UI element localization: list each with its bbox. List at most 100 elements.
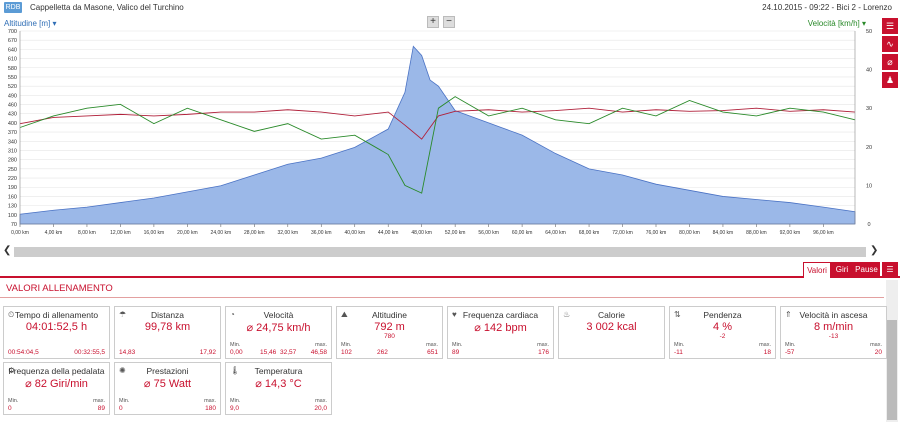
min-value: 14,83 bbox=[119, 349, 136, 356]
climb-icon: ⇑ bbox=[785, 310, 792, 319]
vertical-scrollbar[interactable] bbox=[886, 280, 898, 422]
x-tick-label: 20,00 km bbox=[177, 230, 198, 236]
scroll-track[interactable] bbox=[14, 247, 866, 257]
max-value: 20 bbox=[874, 349, 882, 356]
scroll-thumb[interactable] bbox=[887, 320, 897, 420]
x-tick-label: 56,00 km bbox=[478, 230, 499, 236]
min-value: 89 bbox=[452, 349, 460, 356]
stat-title: Calorie bbox=[598, 310, 625, 320]
max-label: max. bbox=[537, 342, 549, 348]
rdb-badge: RDB bbox=[4, 2, 22, 13]
x-tick-label: 32,00 km bbox=[278, 230, 299, 236]
x-tick-label: 28,00 km bbox=[244, 230, 265, 236]
stat-title: Frequenza cardiaca bbox=[462, 310, 539, 320]
min-value: -57 bbox=[785, 349, 795, 356]
y-left-tick-label: 490 bbox=[8, 93, 17, 99]
y-left-tick-label: 340 bbox=[8, 139, 17, 145]
list-icon[interactable]: ☰ bbox=[882, 18, 898, 34]
stat-value: 4 % bbox=[713, 321, 732, 333]
min-label: Min. bbox=[785, 342, 796, 348]
power-icon: ✺ bbox=[119, 366, 126, 375]
x-tick-label: 52,00 km bbox=[445, 230, 466, 236]
y-left-tick-label: 610 bbox=[8, 57, 17, 63]
stat-value: 8 m/min bbox=[813, 321, 854, 333]
y-left-tick-label: 400 bbox=[8, 121, 17, 127]
max-label: max. bbox=[93, 398, 105, 404]
tab-giri[interactable]: Giri bbox=[831, 262, 853, 278]
altitude-axis-title[interactable]: Altitudine [m] ▾ bbox=[4, 19, 57, 28]
x-tick-label: 40,00 km bbox=[344, 230, 365, 236]
stat-title: Prestazioni bbox=[146, 366, 189, 376]
x-tick-label: 60,00 km bbox=[512, 230, 533, 236]
zoom-out-button[interactable]: − bbox=[443, 16, 455, 28]
y-left-tick-label: 190 bbox=[8, 185, 17, 191]
chart-scrollbar[interactable]: ❮ ❯ bbox=[0, 243, 882, 260]
zoom-in-button[interactable]: + bbox=[427, 16, 439, 28]
max-value: 89 bbox=[97, 405, 105, 412]
y-left-tick-label: 700 bbox=[8, 29, 17, 35]
x-tick-label: 44,00 km bbox=[378, 230, 399, 236]
distance-icon: ☂ bbox=[119, 310, 127, 319]
section-divider bbox=[0, 297, 884, 298]
max-label: max. bbox=[759, 342, 771, 348]
stat-value: ⌀ 14,3 °C bbox=[255, 378, 302, 390]
training-chart[interactable]: 7006706406105805505204904604304003703403… bbox=[0, 29, 875, 242]
stat-card[interactable]: 🌡 Temperatura ⌀ 14,3 °C Min. max. 9,0 20,0 bbox=[225, 362, 332, 415]
max-label: max. bbox=[315, 398, 327, 404]
max-value: 17,92 bbox=[199, 349, 216, 356]
tab-valori[interactable]: Valori bbox=[803, 262, 831, 278]
stat-card[interactable]: ☂ Distanza 99,78 km 14,83 17,92 bbox=[114, 306, 221, 359]
stat-card[interactable]: ⏲ Tempo di allenamento 04:01:52,5 h 00:54:0… bbox=[3, 306, 110, 359]
calorie-icon: ♨ bbox=[563, 310, 571, 319]
y-right-tick-label: 0 bbox=[867, 222, 870, 228]
y-left-tick-label: 220 bbox=[8, 176, 17, 182]
y-right-tick-label: 50 bbox=[866, 29, 872, 35]
stat-title: Distanza bbox=[150, 310, 185, 320]
stat-title: Temperatura bbox=[254, 366, 303, 376]
stat-card[interactable]: ✺ Prestazioni ⌀ 75 Watt Min. max. 0 180 bbox=[114, 362, 221, 415]
y-left-tick-label: 550 bbox=[8, 75, 17, 81]
scroll-right-icon[interactable]: ❯ bbox=[870, 245, 879, 256]
tab-pause[interactable]: Pause bbox=[853, 262, 880, 278]
x-tick-label: 0,00 km bbox=[11, 230, 29, 236]
x-tick-label: 68,00 km bbox=[579, 230, 600, 236]
min-value: 00:54:04,5 bbox=[8, 349, 39, 356]
stat-card[interactable]: ⛰ Altitudine 792 m 780 Min. max. 102 651 262 bbox=[336, 306, 443, 359]
max-value: 176 bbox=[538, 349, 549, 356]
x-tick-label: 64,00 km bbox=[545, 230, 566, 236]
max-label: max. bbox=[870, 342, 882, 348]
stat-value: 792 m bbox=[374, 321, 405, 333]
min-label: Min. bbox=[230, 342, 241, 348]
stat-card[interactable]: ⇅ Pendenza 4 % -2 Min. max. -11 18 bbox=[669, 306, 776, 359]
slope-icon: ⇅ bbox=[674, 310, 681, 319]
x-tick-label: 24,00 km bbox=[211, 230, 232, 236]
heart-icon: ♥ bbox=[452, 310, 457, 319]
bike-icon[interactable]: ♟ bbox=[882, 72, 898, 88]
speed-axis-title[interactable]: Velocità [km/h] ▾ bbox=[807, 19, 866, 28]
mid-value-2: 32,57 bbox=[280, 349, 297, 356]
slash-icon[interactable]: ⌀ bbox=[882, 54, 898, 70]
stat-card[interactable]: ♨ Calorie 3 002 kcal bbox=[558, 306, 665, 359]
x-tick-label: 12,00 km bbox=[110, 230, 131, 236]
x-tick-label: 84,00 km bbox=[713, 230, 734, 236]
stat-title: Frequenza della pedalata bbox=[8, 366, 105, 376]
max-label: max. bbox=[204, 398, 216, 404]
speed-gauge-icon: ◔ bbox=[230, 310, 235, 319]
stat-title: Velocità in ascesa bbox=[799, 310, 868, 320]
list-view-icon[interactable]: ☰ bbox=[882, 262, 898, 278]
scroll-left-icon[interactable]: ❮ bbox=[3, 245, 12, 256]
stat-value: ⌀ 75 Watt bbox=[143, 378, 192, 390]
top-bar: RDB Cappelletta da Masone, Valico del Tu… bbox=[0, 0, 900, 16]
stat-card[interactable]: ⇑ Velocità in ascesa 8 m/min -13 Min. max. -57… bbox=[780, 306, 887, 359]
stat-card[interactable]: ⚙ Frequenza della pedalata ⌀ 82 Giri/min Mi… bbox=[3, 362, 110, 415]
stat-card[interactable]: ♥ Frequenza cardiaca ⌀ 142 bpm Min. max. 89 17… bbox=[447, 306, 554, 359]
section-title: VALORI ALLENAMENTO bbox=[6, 283, 113, 294]
y-left-tick-label: 430 bbox=[8, 112, 17, 118]
y-left-tick-label: 250 bbox=[8, 167, 17, 173]
x-tick-label: 92,00 km bbox=[780, 230, 801, 236]
stat-card[interactable]: ◔ Velocità ⌀ 24,75 km/h Min. max. 0,00 46,58 15… bbox=[225, 306, 332, 359]
line-icon[interactable]: ∿ bbox=[882, 36, 898, 52]
min-label: Min. bbox=[452, 342, 463, 348]
y-left-tick-label: 640 bbox=[8, 47, 17, 53]
altitude-area bbox=[19, 45, 856, 225]
